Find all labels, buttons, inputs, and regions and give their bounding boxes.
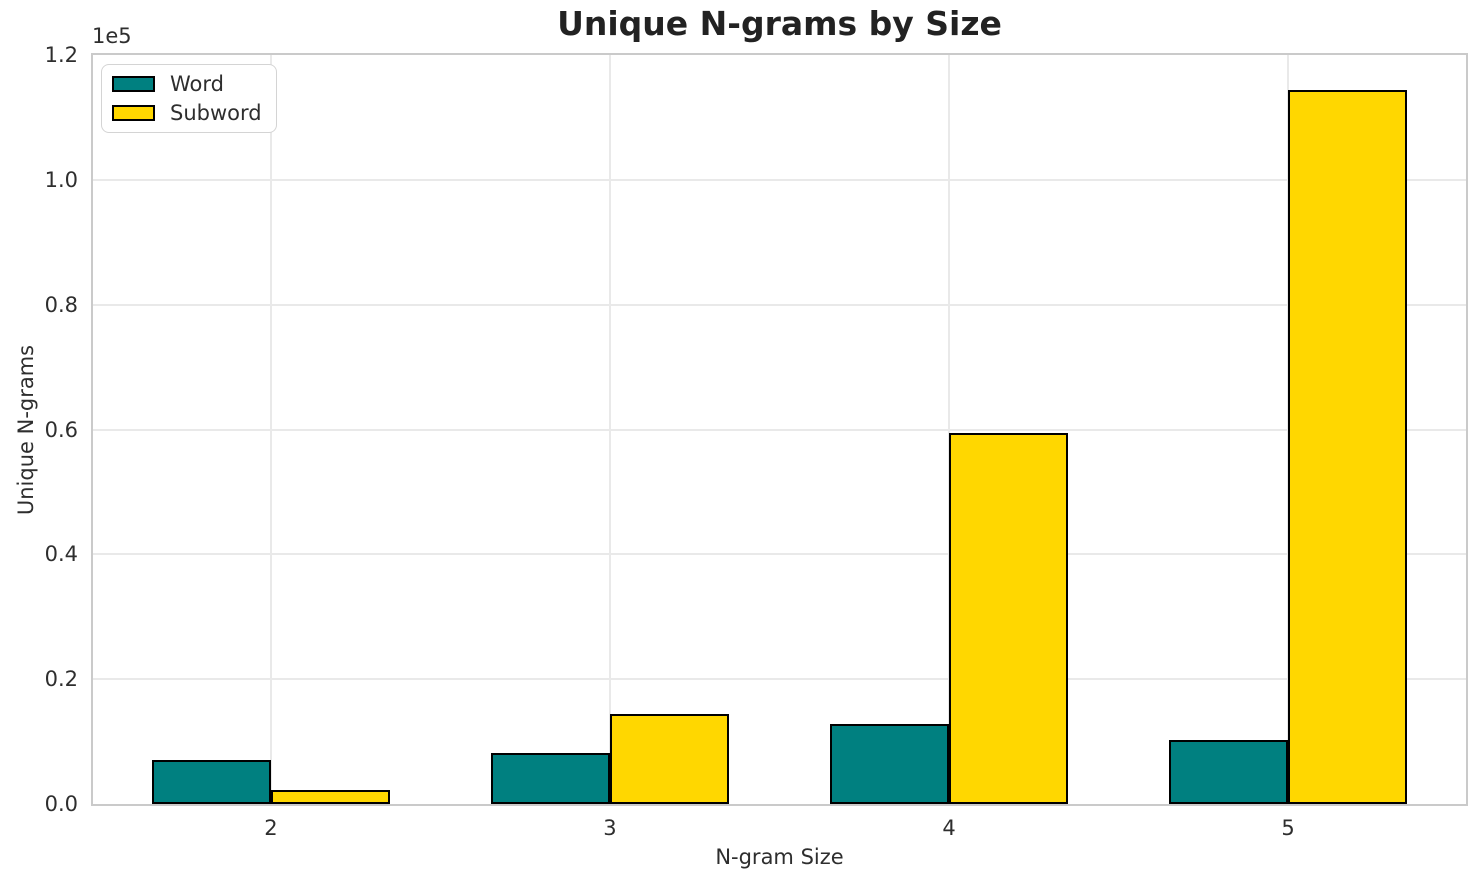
y-tick-label: 0.6	[44, 417, 78, 442]
horizontal-gridline	[93, 303, 1466, 306]
legend-swatch-icon	[112, 76, 155, 92]
horizontal-gridline	[93, 553, 1466, 556]
legend-item-subword: Subword	[112, 101, 262, 125]
x-tick-label: 5	[1281, 816, 1295, 840]
bar-word-2	[152, 760, 271, 804]
plot-area	[91, 53, 1468, 806]
bar-subword-2	[271, 790, 390, 804]
vertical-gridline	[269, 55, 272, 804]
bar-subword-3	[610, 713, 729, 804]
legend-swatch-icon	[112, 105, 155, 121]
y-tick-label: 1.2	[44, 43, 78, 67]
horizontal-gridline	[93, 678, 1466, 681]
x-tick-label: 3	[603, 816, 617, 840]
vertical-gridline	[608, 55, 611, 804]
vertical-gridline	[948, 55, 950, 804]
legend-item-word: Word	[112, 72, 262, 96]
y-tick-label: 0.0	[44, 792, 78, 816]
y-tick-label: 1.0	[44, 167, 78, 192]
bar-word-4	[830, 724, 950, 804]
y-tick-label: 0.4	[44, 542, 78, 567]
legend-label: Word	[170, 72, 224, 96]
y-tick-label: 0.2	[44, 667, 78, 692]
horizontal-gridline	[93, 178, 1466, 181]
y-axis-offset-text: 1e5	[92, 24, 132, 48]
bar-word-5	[1169, 740, 1289, 804]
x-axis-label: N-gram Size	[715, 845, 844, 869]
legend-label: Subword	[170, 101, 262, 125]
bar-subword-5	[1288, 90, 1407, 804]
bar-word-3	[491, 753, 610, 804]
x-tick-label: 4	[942, 816, 956, 840]
y-tick-label: 0.8	[44, 292, 78, 317]
legend: Word Subword	[101, 64, 277, 133]
chart-title: Unique N-grams by Size	[557, 4, 1002, 43]
horizontal-gridline	[93, 428, 1466, 431]
x-tick-label: 2	[264, 816, 278, 840]
bar-subword-4	[949, 432, 1068, 804]
